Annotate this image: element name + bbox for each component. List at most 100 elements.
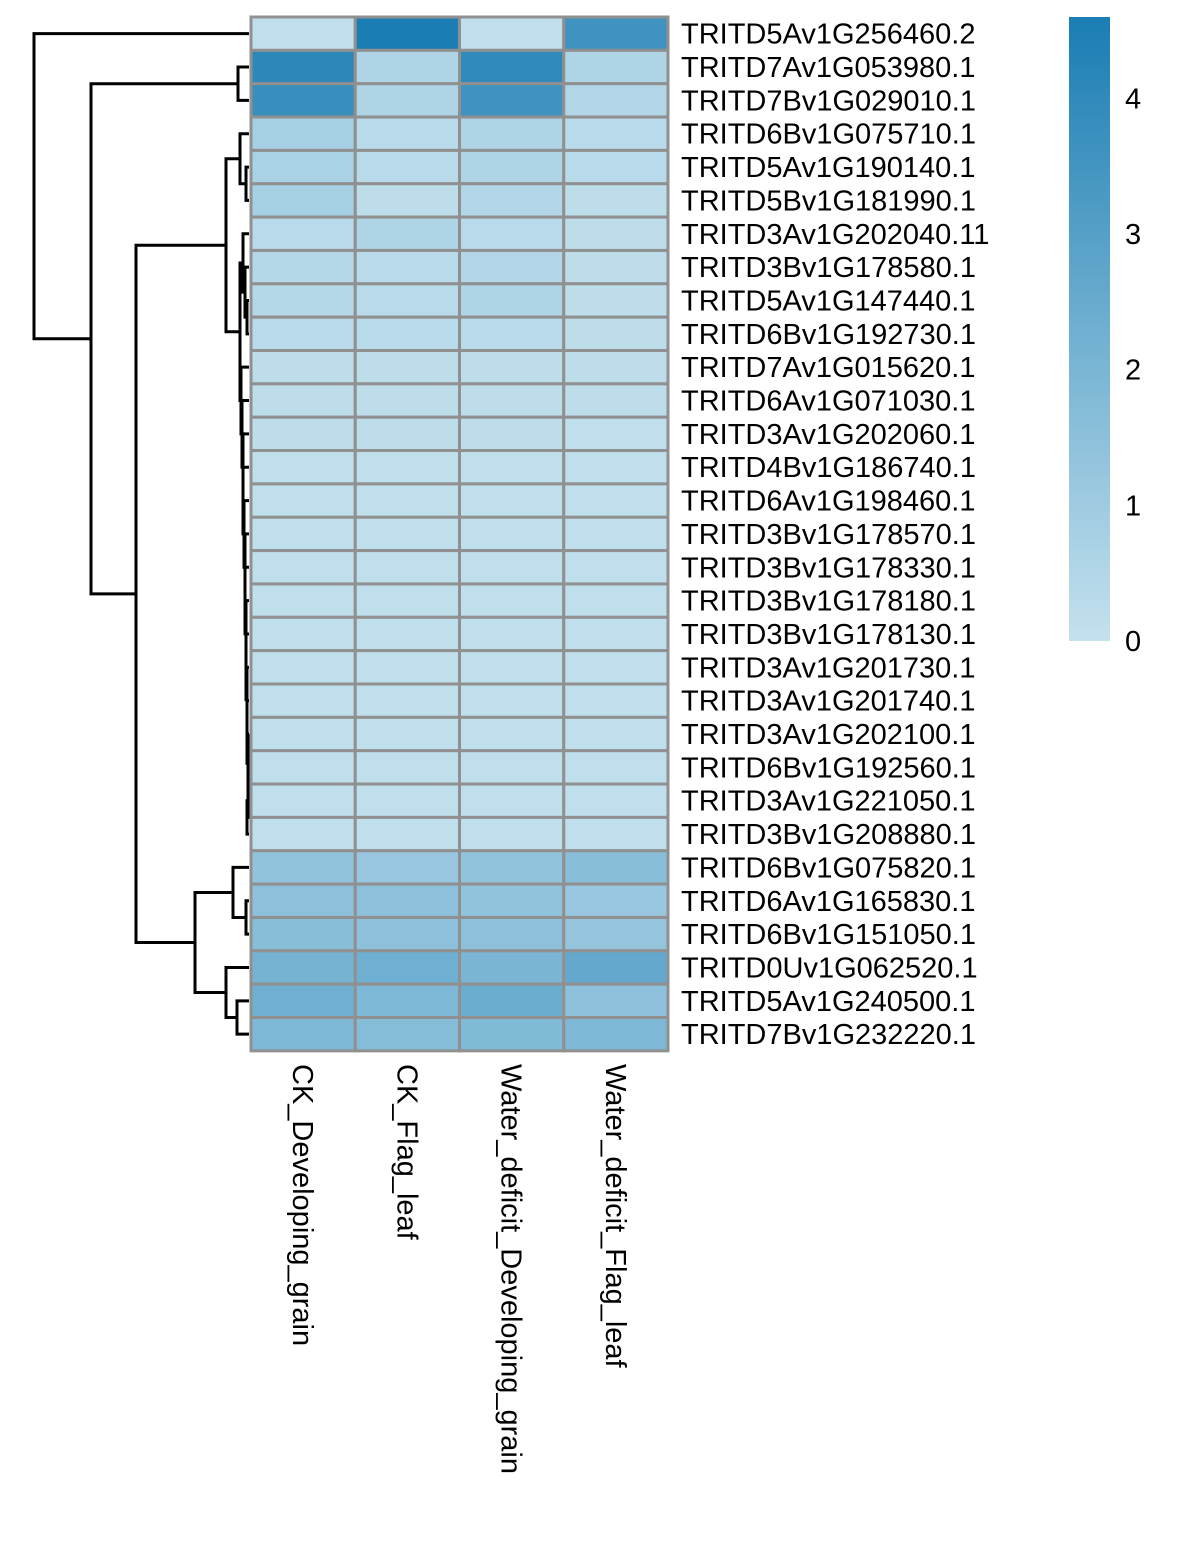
column-labels: CK_Developing_grain CK_Flag_leaf Water_def… [286,1064,631,1474]
heatmap-cell [353,715,461,753]
heatmap-cell [458,449,566,486]
heatmap-cell [458,349,566,386]
heatmap-cell [353,449,461,486]
row-label: TRITD3Bv1G208880.1 [681,819,976,851]
heatmap-cell [249,849,357,886]
heatmap-cell [562,115,670,152]
heatmap-cell [562,949,670,986]
column-label: CK_Developing_grain [286,1064,318,1346]
heatmap-cell [353,782,461,819]
heatmap-cell [353,382,461,419]
heatmap-cell [249,449,357,486]
heatmap-cell [458,282,566,319]
row-label: TRITD7Av1G053980.1 [681,52,975,84]
row-dendrogram [32,32,250,1036]
heatmap-cell [353,849,461,886]
heatmap-cell [562,782,670,819]
heatmap-cell [249,515,357,553]
row-label: TRITD3Bv1G178330.1 [681,552,976,584]
heatmap-cell [458,949,566,986]
heatmap-cell [562,148,670,186]
heatmap-cell [562,48,670,86]
heatmap-cell [249,782,357,819]
row-label: TRITD3Bv1G178180.1 [681,586,976,618]
row-label: TRITD3Av1G202100.1 [681,719,975,751]
heatmap-cell [249,15,357,52]
heatmap-cell [353,282,461,319]
heatmap-cell [562,615,670,653]
heatmap-cell [458,48,566,86]
heatmap-cell [458,815,566,853]
row-label: TRITD3Bv1G178130.1 [681,619,976,651]
heatmap-cell [353,82,461,119]
row-label: TRITD0Uv1G062520.1 [681,952,978,984]
dendrogram-branch [236,65,249,102]
heatmap-cell [249,248,357,286]
row-label: TRITD5Av1G147440.1 [681,285,975,317]
row-label: TRITD5Av1G190140.1 [681,152,975,184]
heatmap-cell [562,715,670,753]
heatmap-cell [249,582,357,619]
heatmap-cell [458,148,566,186]
heatmap-cell [458,115,566,152]
colorbar-tick-label: 2 [1125,355,1141,387]
heatmap-cell [353,115,461,152]
heatmap-cell [249,148,357,186]
dendrogram-branch [32,32,249,341]
heatmap-cell [353,48,461,86]
row-label: TRITD3Av1G202040.11 [681,219,989,251]
heatmap-cell [353,415,461,453]
heatmap-cell [458,1016,566,1053]
column-label: CK_Flag_leaf [390,1064,422,1241]
heatmap-cell [562,15,670,52]
heatmap-cell [249,48,357,86]
heatmap-cell [353,915,461,953]
dendrogram-branch [244,165,249,202]
heatmap-cell [353,982,461,1020]
heatmap-cell [458,82,566,119]
heatmap-cell [562,749,670,786]
dendrogram-branch [89,82,238,596]
heatmap-cell [562,882,670,919]
heatmap-cell [562,982,670,1020]
heatmap-cell [249,282,357,319]
heatmap-cell [353,349,461,386]
row-label: TRITD6Av1G165830.1 [681,886,975,918]
heatmap-cell [249,415,357,453]
heatmap-cell [562,1016,670,1053]
heatmap-cell [458,549,566,586]
row-label: TRITD7Bv1G029010.1 [681,85,976,117]
dendrogram-branch [245,298,249,336]
heatmap-cell [458,915,566,953]
heatmap-cell [562,282,670,319]
heatmap-cell [562,382,670,419]
heatmap-cell [249,949,357,986]
column-label: Water_deficit_Developing_grain [495,1064,527,1474]
row-label: TRITD6Av1G071030.1 [681,386,975,418]
dendrogram-branch [235,999,249,1036]
row-label: TRITD4Bv1G186740.1 [681,452,976,484]
heatmap-cell [458,682,566,719]
dendrogram-branch [134,243,226,944]
heatmap-cell [353,1016,461,1053]
heatmap-cell [562,182,670,219]
heatmap-cell [249,715,357,753]
heatmap-cell [458,415,566,453]
colorbar-tick-label: 0 [1125,626,1141,658]
heatmap-cell [562,415,670,453]
heatmap-cell [249,615,357,653]
heatmap-cell [353,815,461,853]
heatmap-cell [562,515,670,553]
heatmap-cell [562,315,670,352]
heatmap-cell [249,682,357,719]
heatmap-cell [458,182,566,219]
heatmap-cell [458,482,566,519]
row-label: TRITD3Bv1G178570.1 [681,519,976,551]
heatmap-cell [562,815,670,853]
heatmap-cell [353,582,461,619]
colorbar-tick-label: 4 [1125,83,1141,115]
heatmap-cells [249,15,670,1053]
row-label: TRITD5Bv1G181990.1 [681,185,976,217]
heatmap-cell [353,315,461,352]
